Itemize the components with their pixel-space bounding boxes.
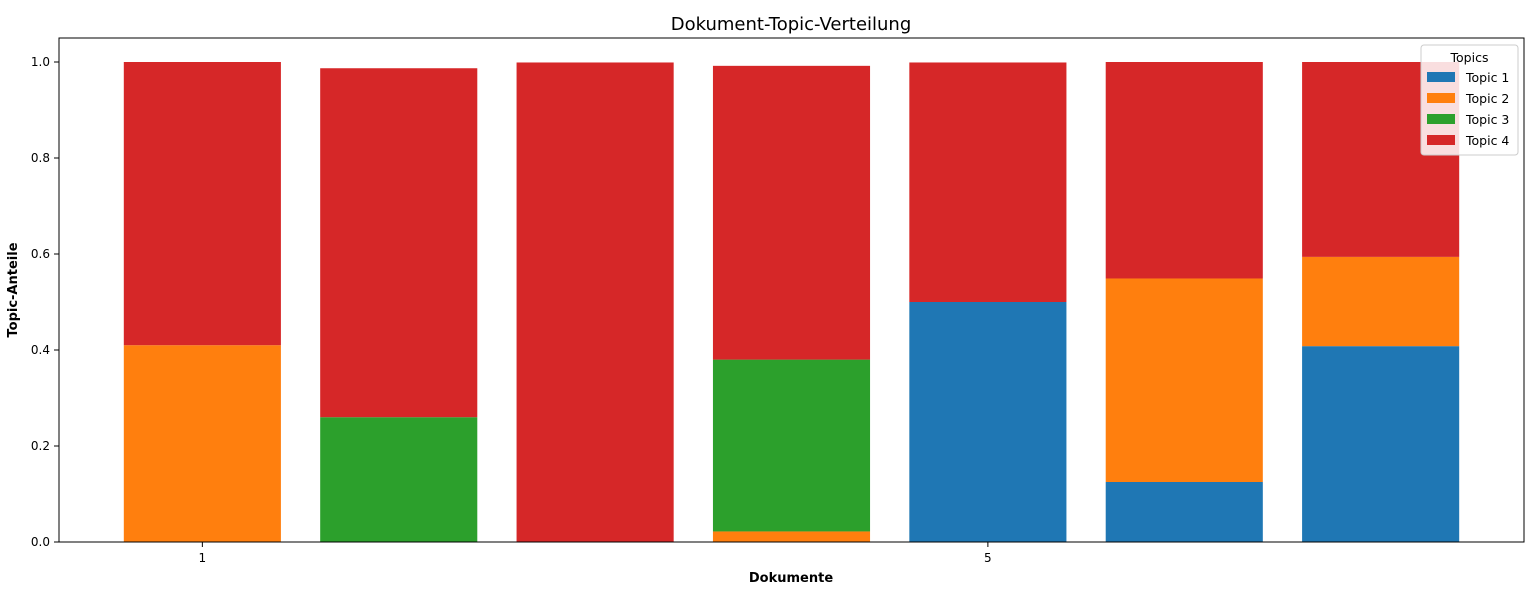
bar-doc4-topic2 [712,531,871,542]
y-tick-label: 0.0 [31,535,50,549]
bar-doc5-topic4 [909,62,1067,303]
y-tick-label: 1.0 [31,55,50,69]
y-tick-label: 0.4 [31,343,50,357]
bar-doc3-topic4 [516,62,674,542]
legend-entry-label: Topic 3 [1465,112,1509,127]
bar-doc5-topic1 [909,302,1067,542]
y-axis-label: Topic-Anteile [6,242,21,337]
bar-doc7-topic2 [1302,256,1460,347]
y-tick-label: 0.2 [31,439,50,453]
bar-doc7-topic1 [1302,346,1460,542]
legend-entry-label: Topic 1 [1465,70,1509,85]
y-tick-label: 0.6 [31,247,50,261]
bar-doc2-topic3 [320,417,478,542]
chart-title: Dokument-Topic-Verteilung [671,14,912,35]
bar-doc4-topic3 [712,359,871,532]
x-axis-label: Dokumente [749,571,833,586]
legend-swatch [1427,135,1455,145]
legend-swatch [1427,93,1455,103]
y-axis: 0.0 0.2 0.4 0.6 0.8 1.0 [31,55,59,549]
bar-doc4-topic4 [712,65,871,360]
legend-swatch [1427,72,1455,82]
legend-swatch [1427,114,1455,124]
bar-doc6-topic2 [1105,278,1263,482]
x-tick-label: 1 [199,551,207,565]
legend-title: Topics [1450,50,1489,65]
legend-entry-label: Topic 2 [1465,91,1509,106]
bar-doc6-topic4 [1105,62,1263,279]
bar-doc1-topic4 [123,62,281,346]
bar-doc2-topic4 [320,68,478,418]
y-tick-label: 0.8 [31,151,50,165]
bar-doc6-topic1 [1105,482,1263,542]
legend-entry-label: Topic 4 [1465,133,1509,148]
plot-frame [58,37,1525,543]
bars-group [123,62,1460,542]
x-tick-label: 5 [984,551,992,565]
bar-doc1-topic2 [123,345,281,542]
legend: Topics Topic 1 Topic 2 Topic 3 Topic 4 [1420,44,1519,156]
